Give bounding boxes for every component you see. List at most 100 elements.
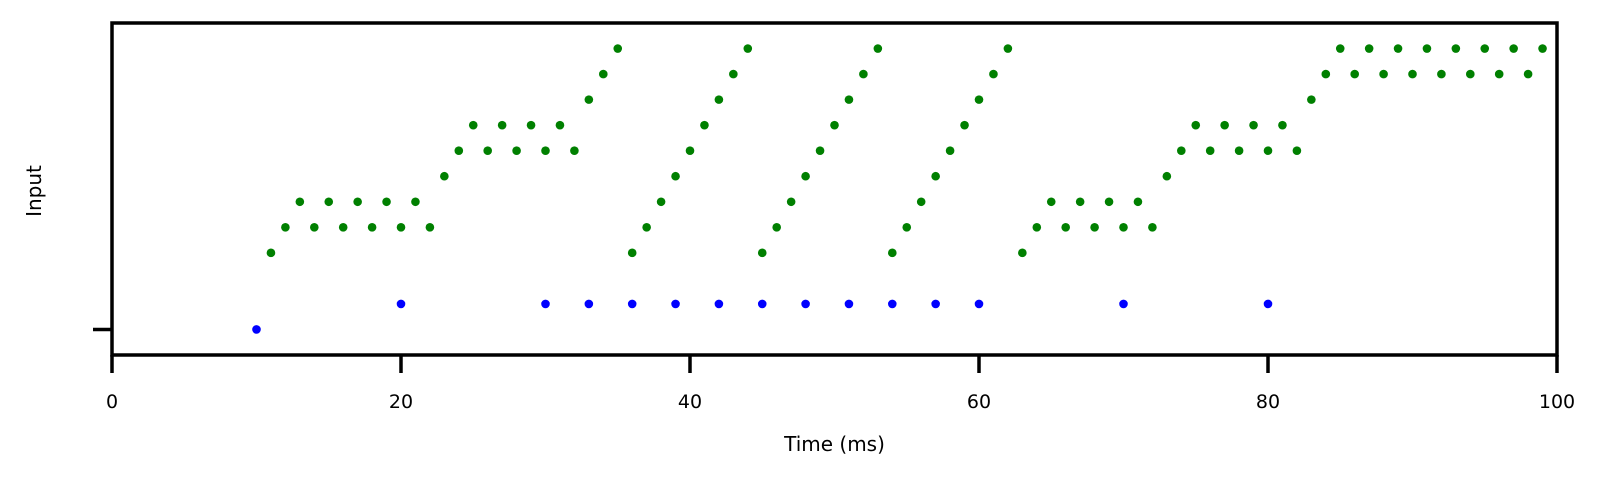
spike-point-s1-69 <box>1263 146 1273 155</box>
spike-point-s1-6 <box>353 197 362 207</box>
spike-point-s1-56 <box>1075 197 1085 207</box>
spike-point-s0-6 <box>714 299 724 309</box>
spike-point-s1-51 <box>1003 44 1013 53</box>
spike-point-s1-40 <box>844 95 854 104</box>
spike-point-s1-44 <box>902 223 912 232</box>
spike-point-s0-8 <box>801 299 810 309</box>
spike-point-s1-54 <box>1046 197 1056 207</box>
y-axis-label: Input <box>22 165 46 217</box>
spike-point-s1-81 <box>1437 69 1446 79</box>
spike-point-s1-0 <box>266 248 276 258</box>
x-tick-label-0: 0 <box>106 391 118 413</box>
spike-point-s1-58 <box>1104 197 1114 207</box>
spike-point-s1-63 <box>1177 146 1186 155</box>
x-tick-label-1: 20 <box>389 391 413 413</box>
spike-point-s1-23 <box>599 69 608 79</box>
spike-point-s1-70 <box>1278 120 1287 130</box>
spike-point-s1-11 <box>425 223 435 232</box>
spike-point-s1-53 <box>1032 223 1042 232</box>
spike-point-s1-10 <box>411 197 420 207</box>
spike-point-s1-7 <box>367 223 377 232</box>
spike-point-s1-20 <box>555 120 565 130</box>
spike-point-s1-4 <box>324 197 334 207</box>
spike-point-s1-2 <box>295 197 305 207</box>
spike-point-s1-57 <box>1090 223 1099 232</box>
spike-point-s1-68 <box>1249 120 1258 130</box>
spike-point-s0-3 <box>584 299 594 309</box>
spike-point-s1-38 <box>815 146 825 155</box>
spike-point-s1-83 <box>1466 69 1475 79</box>
spike-point-s0-13 <box>1119 299 1128 309</box>
spike-point-s1-67 <box>1234 146 1244 155</box>
spike-point-s1-50 <box>989 69 998 79</box>
spike-point-s0-0 <box>252 325 261 334</box>
spike-point-s1-18 <box>526 120 536 130</box>
spike-point-s1-32 <box>729 69 738 79</box>
spike-point-s1-88 <box>1538 44 1547 53</box>
spike-point-s1-26 <box>642 223 651 232</box>
spike-point-s1-22 <box>584 95 594 104</box>
spike-point-s1-64 <box>1191 120 1201 130</box>
spike-point-s0-2 <box>541 299 550 309</box>
spike-point-s0-9 <box>844 299 854 309</box>
spike-point-s0-10 <box>888 299 897 309</box>
spike-point-s1-24 <box>613 44 623 53</box>
spike-point-s1-74 <box>1335 44 1345 53</box>
spike-point-s1-16 <box>497 120 507 130</box>
spike-point-s1-29 <box>685 146 695 155</box>
spike-point-s1-85 <box>1494 69 1504 79</box>
x-axis-ticks: 0 20 40 60 80 100 <box>106 355 1575 413</box>
spike-point-s1-13 <box>454 146 464 155</box>
spike-point-s1-45 <box>916 197 926 207</box>
x-tick-label-4: 80 <box>1256 391 1280 413</box>
spike-point-s1-59 <box>1119 223 1128 232</box>
spike-point-s1-86 <box>1509 44 1518 53</box>
spike-point-s1-75 <box>1350 69 1359 79</box>
spike-point-s0-14 <box>1263 299 1273 309</box>
x-tick-label-3: 60 <box>967 391 991 413</box>
spike-point-s1-82 <box>1451 44 1461 53</box>
spike-point-s0-7 <box>757 299 767 309</box>
spike-point-s1-52 <box>1018 248 1027 258</box>
spike-point-s1-34 <box>757 248 767 258</box>
spike-point-s1-66 <box>1220 120 1229 130</box>
spike-point-s1-5 <box>338 223 348 232</box>
spike-point-s1-79 <box>1408 69 1417 79</box>
spike-point-s1-17 <box>512 146 521 155</box>
spike-point-s1-28 <box>671 171 680 181</box>
data-points <box>252 44 1547 334</box>
spike-point-s1-48 <box>960 120 969 130</box>
spike-point-s1-76 <box>1364 44 1374 53</box>
x-axis-label: Time (ms) <box>783 432 885 456</box>
spike-point-s1-19 <box>541 146 550 155</box>
spike-point-s1-46 <box>931 171 940 181</box>
spike-point-s1-8 <box>382 197 391 207</box>
spike-point-s1-3 <box>310 223 319 232</box>
spike-point-s1-87 <box>1523 69 1533 79</box>
spike-point-s1-36 <box>786 197 796 207</box>
spike-point-s1-78 <box>1393 44 1403 53</box>
spike-point-s0-11 <box>931 299 940 309</box>
spike-point-s1-80 <box>1422 44 1432 53</box>
spike-point-s1-55 <box>1061 223 1070 232</box>
spike-point-s1-15 <box>483 146 493 155</box>
spike-point-s1-31 <box>714 95 724 104</box>
spike-point-s1-12 <box>440 171 449 181</box>
spike-point-s1-71 <box>1292 146 1302 155</box>
spike-point-s1-61 <box>1148 223 1157 232</box>
x-tick-label-5: 100 <box>1539 391 1575 413</box>
x-tick-label-2: 40 <box>678 391 702 413</box>
spike-point-s0-1 <box>396 299 406 309</box>
spike-point-s1-41 <box>859 69 868 79</box>
spike-point-s1-42 <box>873 44 883 53</box>
spike-point-s1-14 <box>468 120 478 130</box>
spike-point-s1-43 <box>888 248 897 258</box>
plot-frame <box>110 21 1559 357</box>
spike-point-s1-25 <box>627 248 637 258</box>
spike-point-s1-9 <box>396 223 406 232</box>
spike-point-s1-60 <box>1133 197 1143 207</box>
spike-point-s1-33 <box>743 44 753 53</box>
spike-point-s0-4 <box>627 299 637 309</box>
spike-point-s1-62 <box>1162 171 1172 181</box>
